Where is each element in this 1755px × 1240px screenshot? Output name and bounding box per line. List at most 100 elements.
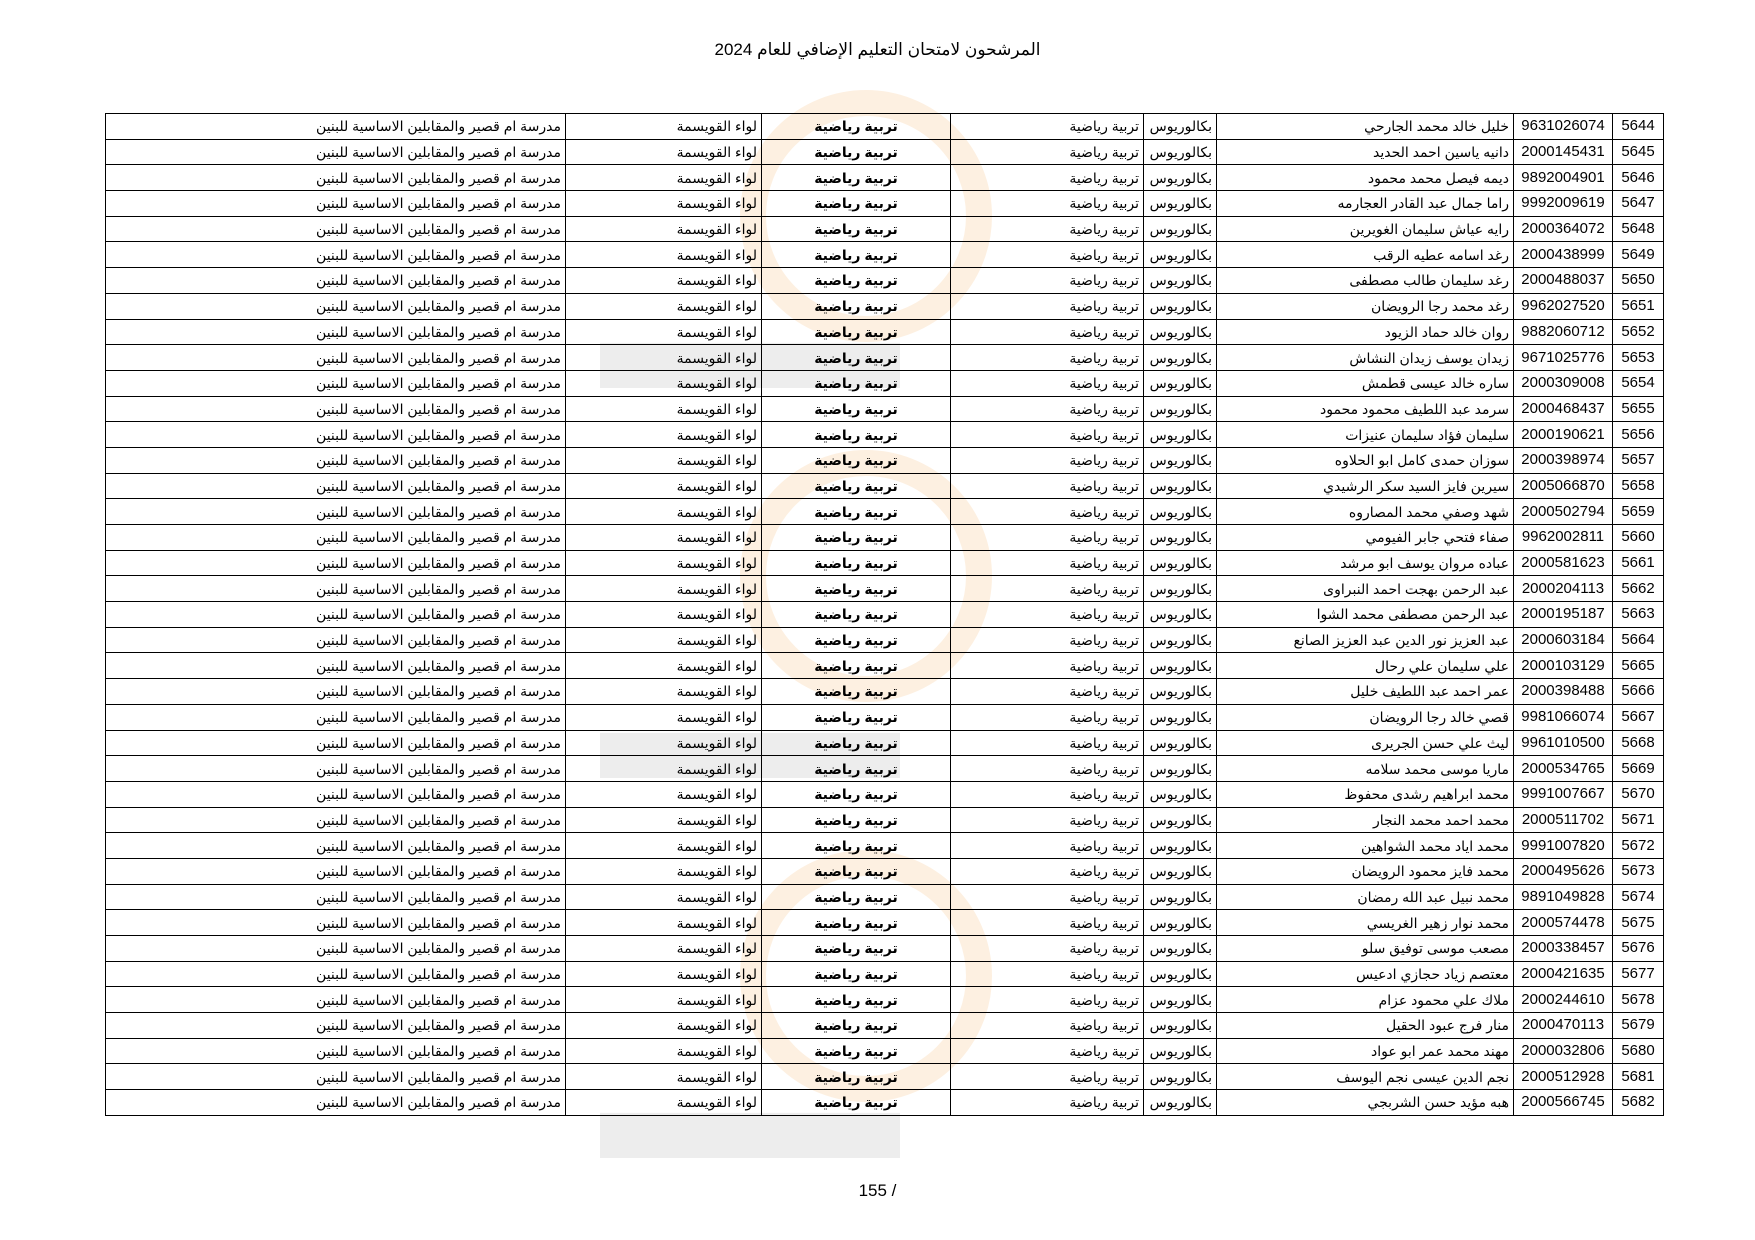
name-cell: دانيه ياسين احمد الحديد [1216, 138, 1514, 166]
degree-cell: بكالوريوس [1143, 446, 1217, 474]
national-id-cell: 2005066870 [1513, 472, 1613, 500]
subject-cell: تربية رياضية [761, 909, 951, 936]
specialization-cell: تربية رياضية [950, 1037, 1144, 1065]
school-cell: مدرسة ام قصير والمقابلين الاساسية للبنين [105, 806, 566, 834]
school-cell: مدرسة ام قصير والمقابلين الاساسية للبنين [105, 703, 566, 731]
specialization-cell: تربية رياضية [950, 498, 1144, 525]
specialization-cell: تربية رياضية [950, 626, 1144, 654]
degree-cell: بكالوريوس [1143, 190, 1217, 217]
degree-cell: بكالوريوس [1143, 421, 1217, 448]
district-cell: لواء القويسمة [565, 1037, 762, 1065]
specialization-cell: تربية رياضية [950, 1063, 1144, 1091]
national-id-cell: 9962027520 [1513, 292, 1613, 320]
national-id-cell: 2000032806 [1513, 1037, 1613, 1065]
sequence-cell: 5651 [1612, 292, 1664, 320]
district-cell: لواء القويسمة [565, 857, 762, 885]
table-row: 5657 2000398974 سوزان حمدى كامل ابو الحلاو… [105, 446, 1664, 474]
table-row: 5652 9882060712 روان خالد حماد الزيود بكالو… [105, 318, 1664, 346]
name-cell: منار فرج عبود الحقيل [1216, 1012, 1514, 1039]
table-row: 5649 2000438999 رغد اسامه عطيه الرقب بكالور… [105, 241, 1664, 269]
specialization-cell: تربية رياضية [950, 575, 1144, 603]
national-id-cell: 2000145431 [1513, 138, 1613, 166]
sequence-cell: 5676 [1612, 935, 1664, 962]
subject-cell: تربية رياضية [761, 421, 951, 448]
school-cell: مدرسة ام قصير والمقابلين الاساسية للبنين [105, 190, 566, 217]
name-cell: محمد فايز محمود الرويضان [1216, 857, 1514, 885]
degree-cell: بكالوريوس [1143, 524, 1217, 551]
specialization-cell: تربية رياضية [950, 780, 1144, 808]
school-cell: مدرسة ام قصير والمقابلين الاساسية للبنين [105, 678, 566, 705]
name-cell: محمد نبيل عبد الله رمضان [1216, 883, 1514, 911]
subject-cell: تربية رياضية [761, 935, 951, 962]
table-row: 5679 2000470113 منار فرج عبود الحقيل بكالور… [105, 1012, 1664, 1039]
specialization-cell: تربية رياضية [950, 652, 1144, 680]
subject-cell: تربية رياضية [761, 1089, 951, 1116]
sequence-cell: 5664 [1612, 626, 1664, 654]
school-cell: مدرسة ام قصير والمقابلين الاساسية للبنين [105, 832, 566, 859]
subject-cell: تربية رياضية [761, 524, 951, 551]
degree-cell: بكالوريوس [1143, 138, 1217, 166]
degree-cell: بكالوريوس [1143, 395, 1217, 423]
district-cell: لواء القويسمة [565, 780, 762, 808]
sequence-cell: 5677 [1612, 960, 1664, 988]
specialization-cell: تربية رياضية [950, 267, 1144, 294]
school-cell: مدرسة ام قصير والمقابلين الاساسية للبنين [105, 395, 566, 423]
national-id-cell: 9992009619 [1513, 190, 1613, 217]
district-cell: لواء القويسمة [565, 935, 762, 962]
school-cell: مدرسة ام قصير والمقابلين الاساسية للبنين [105, 164, 566, 192]
school-cell: مدرسة ام قصير والمقابلين الاساسية للبنين [105, 344, 566, 371]
district-cell: لواء القويسمة [565, 498, 762, 525]
name-cell: ساره خالد عيسى قطمش [1216, 369, 1514, 397]
subject-cell: تربية رياضية [761, 883, 951, 911]
specialization-cell: تربية رياضية [950, 472, 1144, 500]
name-cell: عبد العزيز نور الدين عبد العزيز الصانع [1216, 626, 1514, 654]
national-id-cell: 2000574478 [1513, 909, 1613, 936]
table-row: 5656 2000190621 سليمان فؤاد سليمان عنيزات ب… [105, 421, 1664, 448]
sequence-cell: 5645 [1612, 138, 1664, 166]
table-row: 5655 2000468437 سرمد عبد اللطيف محمود محمو… [105, 395, 1664, 423]
name-cell: راما جمال عبد القادر العجارمه [1216, 190, 1514, 217]
table-row: 5647 9992009619 راما جمال عبد القادر العجا… [105, 190, 1664, 217]
specialization-cell: تربية رياضية [950, 986, 1144, 1014]
sequence-cell: 5655 [1612, 395, 1664, 423]
name-cell: رايه عياش سليمان الغويرين [1216, 215, 1514, 243]
sequence-cell: 5679 [1612, 1012, 1664, 1039]
sequence-cell: 5674 [1612, 883, 1664, 911]
table-row: 5677 2000421635 معتصم زياد حجازي ادعيس بكال… [105, 960, 1664, 988]
sequence-cell: 5648 [1612, 215, 1664, 243]
subject-cell: تربية رياضية [761, 986, 951, 1014]
name-cell: محمد ابراهيم رشدى محفوظ [1216, 780, 1514, 808]
district-cell: لواء القويسمة [565, 267, 762, 294]
specialization-cell: تربية رياضية [950, 113, 1144, 140]
table-row: 5676 2000338457 مصعب موسى توفيق سلو بكالوري… [105, 935, 1664, 962]
table-row: 5653 9671025776 زيدان يوسف زيدان النشاش بكا… [105, 344, 1664, 371]
degree-cell: بكالوريوس [1143, 678, 1217, 705]
candidates-table: 5644 9631026074 خليل خالد محمد الجارحي بكال… [105, 113, 1664, 1116]
sequence-cell: 5657 [1612, 446, 1664, 474]
district-cell: لواء القويسمة [565, 986, 762, 1014]
district-cell: لواء القويسمة [565, 1012, 762, 1039]
subject-cell: تربية رياضية [761, 652, 951, 680]
school-cell: مدرسة ام قصير والمقابلين الاساسية للبنين [105, 909, 566, 936]
district-cell: لواء القويسمة [565, 369, 762, 397]
school-cell: مدرسة ام قصير والمقابلين الاساسية للبنين [105, 729, 566, 757]
table-row: 5659 2000502794 شهد وصفي محمد المصاروه بكال… [105, 498, 1664, 525]
name-cell: مهند محمد عمر ابو عواد [1216, 1037, 1514, 1065]
name-cell: عمر احمد عبد اللطيف خليل [1216, 678, 1514, 705]
school-cell: مدرسة ام قصير والمقابلين الاساسية للبنين [105, 1063, 566, 1091]
district-cell: لواء القويسمة [565, 524, 762, 551]
district-cell: لواء القويسمة [565, 446, 762, 474]
degree-cell: بكالوريوس [1143, 1063, 1217, 1091]
subject-cell: تربية رياضية [761, 549, 951, 577]
table-row: 5665 2000103129 علي سليمان علي رحال بكالوري… [105, 652, 1664, 680]
national-id-cell: 2000398488 [1513, 678, 1613, 705]
district-cell: لواء القويسمة [565, 601, 762, 628]
sequence-cell: 5666 [1612, 678, 1664, 705]
national-id-cell: 2000244610 [1513, 986, 1613, 1014]
district-cell: لواء القويسمة [565, 292, 762, 320]
subject-cell: تربية رياضية [761, 292, 951, 320]
degree-cell: بكالوريوس [1143, 369, 1217, 397]
national-id-cell: 2000338457 [1513, 935, 1613, 962]
school-cell: مدرسة ام قصير والمقابلين الاساسية للبنين [105, 652, 566, 680]
name-cell: معتصم زياد حجازي ادعيس [1216, 960, 1514, 988]
